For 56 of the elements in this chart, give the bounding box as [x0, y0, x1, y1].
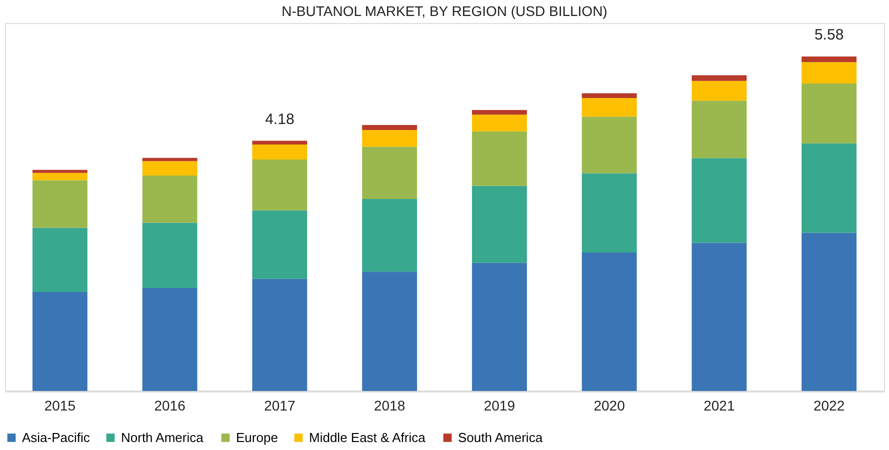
bar [252, 159, 308, 210]
x-tick-label: 2021 [704, 398, 735, 414]
bar [362, 198, 418, 272]
bar [692, 80, 747, 101]
bar [582, 93, 637, 98]
bar [472, 186, 527, 263]
legend-label: Asia-Pacific [22, 430, 90, 445]
bar [472, 262, 527, 391]
bar [252, 210, 308, 279]
x-tick-label: 2020 [594, 398, 626, 414]
bar [252, 140, 308, 144]
bar [142, 288, 198, 391]
bar [142, 222, 198, 288]
x-tick-label: 2015 [44, 398, 76, 414]
x-tick-label: 2019 [484, 398, 516, 414]
bar [142, 161, 198, 176]
bar [802, 62, 857, 84]
legend-label: South America [458, 430, 544, 445]
bar [362, 146, 418, 199]
bar [692, 242, 747, 391]
text: 5.58 [814, 26, 844, 44]
bar [142, 158, 198, 162]
bar [142, 176, 198, 223]
bar [802, 143, 857, 233]
bar [582, 173, 637, 252]
legend-label: North America [121, 430, 204, 445]
bar [252, 144, 308, 160]
legend-label: Middle East & Africa [309, 430, 426, 445]
bar [32, 170, 88, 173]
bar [472, 114, 527, 132]
bar [582, 116, 637, 174]
bar [802, 232, 857, 391]
x-tick-label: 2016 [154, 398, 186, 414]
annotation: 4.18 [265, 110, 294, 128]
bar [692, 100, 747, 158]
x-tick-label: 2017 [264, 398, 296, 414]
bar [582, 252, 637, 391]
bar [32, 292, 88, 391]
bar [802, 84, 857, 144]
bar [802, 56, 857, 62]
bar [692, 75, 747, 81]
bar [32, 228, 88, 292]
bar [32, 172, 88, 180]
bar [692, 158, 747, 243]
bar [362, 272, 418, 391]
x-tick-label: 2022 [813, 398, 845, 414]
bar [362, 125, 418, 130]
bar [32, 180, 88, 228]
legend-label: Europe [236, 430, 278, 445]
bar [582, 98, 637, 117]
bar [362, 130, 418, 147]
bar [472, 131, 527, 186]
bar [252, 278, 308, 391]
bar [472, 110, 527, 115]
chart-title: N-BUTANOL MARKET, BY REGION (USD BILLION) [282, 3, 608, 19]
x-tick-label: 2018 [374, 398, 406, 414]
